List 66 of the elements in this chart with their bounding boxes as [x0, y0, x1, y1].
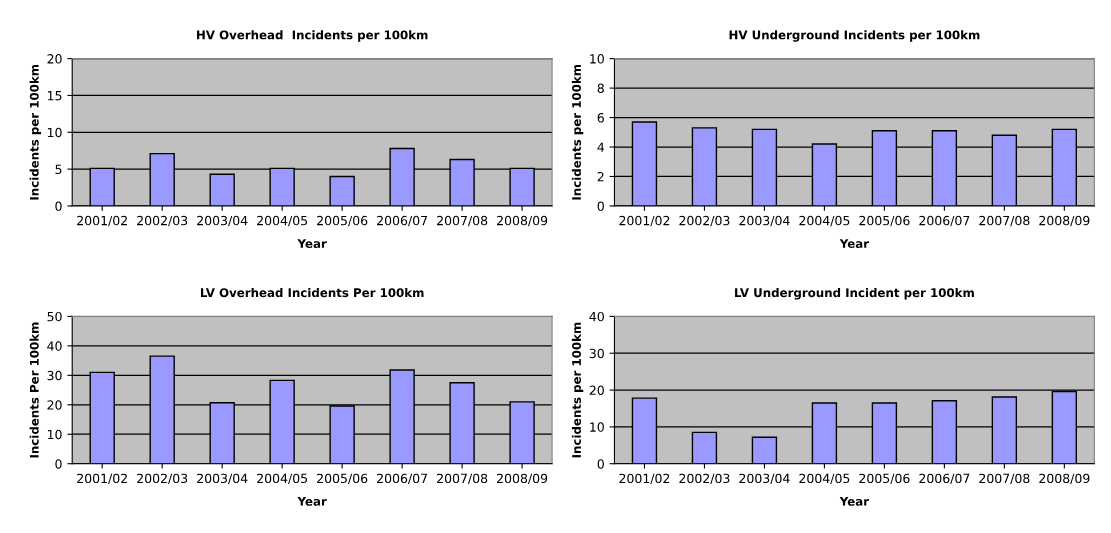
x-tick-label: 2002/03 [137, 215, 188, 227]
y-tick-label: 0 [597, 201, 604, 211]
x-axis-title: Year [839, 239, 869, 248]
x-tick-label: 2007/08 [437, 473, 488, 485]
x-tick-label: 2001/02 [619, 215, 670, 227]
x-tick-label: 2008/09 [1039, 473, 1090, 485]
x-tick-label: 2003/04 [739, 215, 790, 227]
x-axis-title: Year [839, 497, 869, 506]
x-tick-label: 2001/02 [619, 473, 670, 485]
y-tick-label: 2 [597, 171, 604, 182]
x-tick-label: 2003/04 [197, 215, 248, 227]
x-tick-label: 2001/02 [77, 473, 127, 485]
y-tick-label: 5 [55, 164, 62, 175]
chart-title: LV Underground Incident per 100km [735, 287, 974, 300]
x-tick-label: 2004/05 [799, 215, 850, 227]
y-tick-label: 40 [47, 341, 62, 351]
x-tick-label: 2004/05 [257, 215, 308, 227]
x-axis-title: Year [297, 239, 327, 248]
x-tick-label: 2008/09 [1039, 215, 1090, 227]
y-tick-label: 10 [47, 127, 62, 138]
y-tick-label: 6 [597, 113, 604, 123]
x-tick-label: 2006/07 [919, 473, 970, 485]
x-tick-label: 2008/09 [497, 215, 548, 227]
x-tick-label: 2007/08 [979, 215, 1030, 227]
x-tick-label: 2008/09 [497, 473, 548, 485]
y-axis-title: Incidents per 100km [571, 322, 584, 458]
y-tick-label: 30 [589, 348, 604, 359]
y-tick-label: 0 [55, 201, 62, 211]
y-tick-label: 0 [55, 459, 62, 469]
x-tick-label: 2002/03 [137, 473, 188, 485]
x-tick-label: 2002/03 [679, 473, 730, 485]
x-tick-label: 2002/03 [679, 215, 730, 227]
x-tick-label: 2006/07 [919, 215, 970, 227]
x-tick-label: 2005/06 [859, 215, 910, 227]
y-tick-label: 20 [47, 54, 62, 64]
y-tick-label: 20 [47, 400, 62, 410]
x-tick-label: 2006/07 [377, 215, 428, 227]
y-axis-title: Incidents Per 100km [29, 322, 39, 458]
x-tick-label: 2005/06 [317, 215, 368, 227]
y-tick-label: 8 [597, 83, 604, 94]
y-axis-title: Incidents per 100km [29, 64, 42, 200]
x-tick-label: 2004/05 [257, 473, 308, 485]
y-tick-label: 0 [597, 459, 604, 469]
y-tick-label: 10 [590, 422, 604, 432]
chart-title: HV Underground Incidents per 100km [729, 30, 980, 42]
x-tick-label: 2001/02 [77, 215, 127, 227]
y-tick-label: 50 [47, 311, 62, 322]
x-tick-label: 2004/05 [799, 473, 850, 485]
y-tick-label: 4 [597, 142, 605, 152]
y-tick-label: 10 [590, 54, 604, 64]
x-tick-label: 2003/04 [739, 473, 790, 485]
y-axis-title: Incidents per 100km [571, 64, 584, 200]
x-tick-label: 2005/06 [859, 473, 910, 485]
chart-title: HV Overhead Incidents per 100km [197, 30, 428, 42]
chart-title: LV Overhead Incidents Per 100km [200, 287, 424, 298]
x-tick-label: 2006/07 [377, 473, 428, 485]
y-tick-label: 15 [47, 91, 62, 101]
y-tick-label: 30 [47, 370, 62, 381]
x-tick-label: 2003/04 [197, 473, 248, 485]
y-tick-label: 10 [47, 429, 62, 440]
x-tick-label: 2007/08 [437, 215, 488, 227]
y-tick-label: 20 [589, 385, 604, 395]
x-axis-title: Year [297, 497, 327, 506]
x-tick-label: 2007/08 [979, 473, 1030, 485]
x-tick-label: 2005/06 [317, 473, 368, 485]
y-tick-label: 40 [589, 311, 604, 322]
